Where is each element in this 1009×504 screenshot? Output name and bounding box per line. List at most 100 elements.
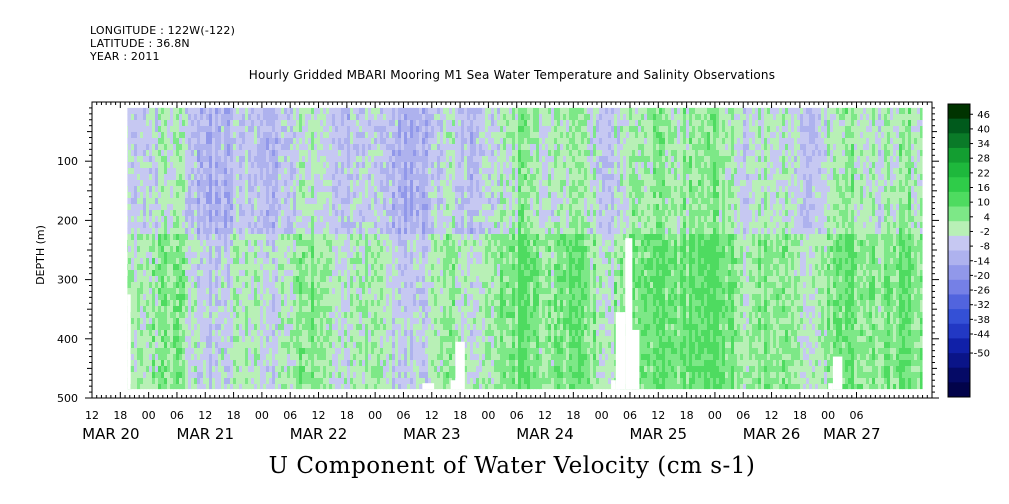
x-hour-tick-label: 18 — [113, 409, 127, 422]
x-hour-tick-label: 12 — [85, 409, 99, 422]
x-hour-tick-label: 06 — [283, 409, 297, 422]
x-hour-tick-label: 06 — [849, 409, 863, 422]
colorbar-swatch — [948, 235, 970, 251]
colorbar-swatch — [948, 206, 970, 222]
colorbar-label: -8 — [980, 242, 990, 253]
colorbar-label: 46 — [977, 110, 990, 121]
x-date-label: MAR 27 — [823, 425, 880, 443]
colorbar-swatch — [948, 177, 970, 193]
y-tick-label: 400 — [57, 333, 78, 346]
data-gap — [450, 380, 458, 390]
x-hour-tick-label: 12 — [425, 409, 439, 422]
x-hour-tick-label: 00 — [255, 409, 269, 422]
x-date-label: MAR 23 — [403, 425, 460, 443]
colorbar-swatch — [948, 338, 970, 354]
x-hour-tick-label: 12 — [651, 409, 665, 422]
x-date-label: MAR 21 — [177, 425, 234, 443]
data-gap — [455, 341, 465, 390]
x-hour-tick-label: 06 — [736, 409, 750, 422]
x-date-label: MAR 20 — [82, 425, 139, 443]
x-date-label: MAR 22 — [290, 425, 347, 443]
x-hour-tick-label: 18 — [793, 409, 807, 422]
colorbar-label: -20 — [974, 271, 990, 282]
colorbar-label: 16 — [977, 183, 990, 194]
colorbar-label: -50 — [974, 349, 990, 360]
x-hour-tick-label: 06 — [623, 409, 637, 422]
data-gap — [832, 356, 843, 390]
data-gap — [127, 294, 131, 390]
y-tick-label: 500 — [57, 392, 78, 405]
x-axis-title: U Component of Water Velocity (cm s-1) — [268, 453, 756, 479]
colorbar-label: -26 — [974, 286, 990, 297]
colorbar-swatch — [948, 367, 970, 383]
axes: 12 18 00 06 12 18 00 06 12 18 00 06 12 18 00 06 12 18 00 06… — [34, 101, 939, 443]
year-label: YEAR : 2011 — [90, 50, 160, 63]
colorbar-label: 4 — [984, 212, 990, 223]
data-gap — [625, 238, 633, 390]
colorbar-swatch — [948, 118, 970, 134]
heatmap-cells — [127, 107, 923, 390]
data-gap — [611, 380, 616, 390]
colorbar-label: 34 — [977, 139, 990, 150]
colorbar-frame — [947, 103, 971, 398]
colorbar-swatch — [948, 279, 970, 295]
colorbar-label: 22 — [977, 168, 990, 179]
x-hour-tick-label: 18 — [453, 409, 467, 422]
colorbar-swatch — [948, 250, 970, 266]
colorbar-swatch — [948, 382, 970, 398]
x-hour-tick-label: 12 — [312, 409, 326, 422]
colorbar-swatch — [948, 162, 970, 178]
y-tick-label: 300 — [57, 274, 78, 287]
x-hour-tick-label: 06 — [170, 409, 184, 422]
colorbar-swatch — [948, 323, 970, 339]
plot-area — [127, 107, 923, 390]
x-date-label: MAR 25 — [630, 425, 687, 443]
colorbar-label: -38 — [974, 315, 990, 326]
y-axis-title: DEPTH (m) — [34, 225, 47, 285]
y-tick-label: 200 — [57, 214, 78, 227]
x-date-label: MAR 24 — [516, 425, 573, 443]
data-gap — [828, 383, 833, 390]
colorbar-label: -44 — [974, 330, 990, 341]
longitude-label: LONGITUDE : 122W(-122) — [90, 24, 236, 37]
y-tick-label: 100 — [57, 155, 78, 168]
data-gap — [615, 312, 626, 390]
x-date-label: MAR 26 — [743, 425, 800, 443]
colorbar-swatch — [948, 104, 970, 120]
x-hour-tick-label: 18 — [340, 409, 354, 422]
colorbar-label: 28 — [977, 154, 990, 165]
colorbar-swatch — [948, 191, 970, 207]
x-hour-tick-label: 00 — [142, 409, 156, 422]
colorbar-label: -32 — [974, 300, 990, 311]
colorbar-swatch — [948, 221, 970, 237]
x-hour-tick-label: 12 — [538, 409, 552, 422]
colorbar: 46 40 34 28 22 16 10 4 -2 -8 -14 -20 -26 -32 -38 -44 -50 — [947, 103, 990, 398]
x-hour-tick-label: 18 — [680, 409, 694, 422]
data-gap — [422, 383, 435, 390]
x-hour-tick-label: 12 — [198, 409, 212, 422]
colorbar-label: -14 — [974, 256, 990, 267]
colorbar-label: 40 — [977, 124, 990, 135]
colorbar-label: 10 — [977, 198, 990, 209]
colorbar-swatch — [948, 353, 970, 369]
x-hour-tick-label: 06 — [510, 409, 524, 422]
x-hour-tick-label: 12 — [765, 409, 779, 422]
x-hour-tick-label: 18 — [566, 409, 580, 422]
x-hour-tick-label: 06 — [396, 409, 410, 422]
colorbar-swatch — [948, 133, 970, 149]
colorbar-label: -2 — [980, 227, 990, 238]
x-hour-tick-label: 18 — [227, 409, 241, 422]
x-hour-tick-label: 00 — [595, 409, 609, 422]
x-hour-tick-label: 00 — [481, 409, 495, 422]
latitude-label: LATITUDE : 36.8N — [90, 37, 190, 50]
colorbar-swatch — [948, 147, 970, 163]
colorbar-swatch — [948, 294, 970, 310]
data-gap — [629, 329, 640, 390]
colorbar-swatch — [948, 265, 970, 281]
chart-title: Hourly Gridded MBARI Mooring M1 Sea Wate… — [248, 68, 776, 82]
x-hour-tick-label: 00 — [368, 409, 382, 422]
x-hour-tick-label: 00 — [821, 409, 835, 422]
colorbar-swatch — [948, 309, 970, 325]
x-hour-tick-label: 00 — [708, 409, 722, 422]
